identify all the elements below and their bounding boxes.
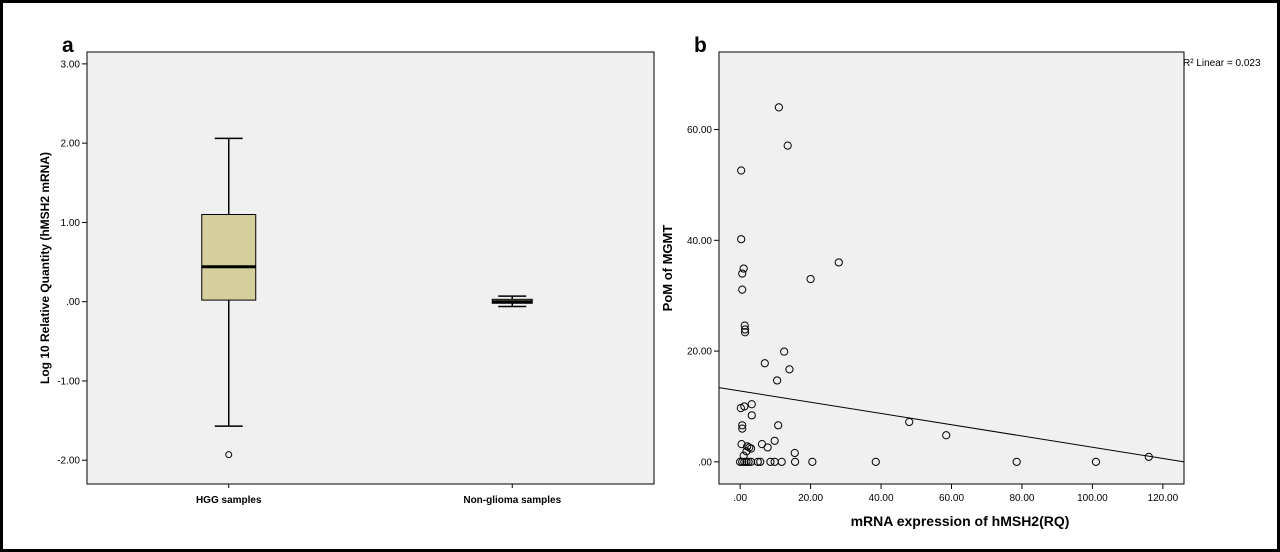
scatter-point [747,400,756,409]
panel-a-letter: a [62,34,74,57]
panel-b-fit-line [718,387,1185,463]
box-body [201,213,257,301]
scatter-point [774,103,783,112]
panel-a: 3.00 2.00 1.00 .00 -1.00 -2.00 HGG samples Non… [38,51,655,506]
y-tick-label: .00 [698,457,712,468]
scatter-point [808,457,817,466]
scatter-point [760,359,769,368]
panel-b-y-axis-label: PoM of MGMT [660,225,675,312]
scatter-point [746,457,756,466]
panel-b-x-axis: .00 20.00 40.00 60.00 80.00 100.00 120.00 [733,484,1179,504]
x-tick-label: Non-glioma samples [463,495,561,506]
box-1 [201,137,257,459]
scatter-point [783,141,792,150]
scatter-point [742,447,751,456]
scatter-point [790,448,799,458]
scatter-point [770,436,779,445]
scatter-point [942,431,951,440]
scatter-point [1012,457,1021,466]
y-tick-label: 20.00 [687,347,712,358]
scatter-point [740,328,750,337]
panel-b-r2-annotation: R² Linear = 0.023 [1183,58,1261,69]
scatter-point [738,421,747,430]
scatter-point [785,365,794,374]
scatter-point [763,443,772,452]
panel-b-plot-area [718,51,1185,485]
x-tick-label: 20.00 [798,493,823,504]
y-tick-label: 1.00 [61,218,81,229]
scatter-point [756,457,765,466]
panel-b-points [736,103,1153,466]
panel-a-y-axis: 3.00 2.00 1.00 .00 -1.00 -2.00 [57,59,87,467]
scatter-point [766,457,775,466]
scatter-point [738,285,747,294]
y-tick-label: .00 [66,297,80,308]
scatter-point [737,440,746,449]
scatter-point [740,321,749,330]
scatter-point [790,457,800,466]
scatter-point [744,457,753,466]
y-tick-label: 2.00 [61,139,81,150]
scatter-point [740,457,749,466]
y-tick-label: -2.00 [57,456,80,467]
scatter-point [736,457,745,466]
panel-b-y-axis: .00 20.00 40.00 60.00 [687,125,719,468]
scatter-point [738,457,747,466]
scatter-point [777,457,786,466]
panel-a-y-axis-label: Log 10 Relative Quantity (hMSH2 mRNA) [38,152,52,384]
x-tick-label: 60.00 [939,493,964,504]
x-tick-label: .00 [733,493,747,504]
y-tick-label: 3.00 [61,59,81,70]
panel-b-x-axis-label: mRNA expression of hMSH2(RQ) [851,513,1070,529]
scatter-point [740,325,750,334]
scatter-point [746,444,756,453]
scatter-point [773,376,782,385]
scatter-point [738,269,747,278]
panel-a-boxes [201,137,533,459]
scatter-point [743,442,752,451]
x-tick-label: 80.00 [1009,493,1034,504]
panel-b: .00 20.00 40.00 60.00 .00 20.00 40.00 60.00 80.… [660,51,1261,529]
x-tick-label: 40.00 [869,493,894,504]
scatter-point [737,235,746,244]
panel-a-plot-area [86,51,655,485]
y-tick-label: 60.00 [687,125,712,136]
x-tick-label: 120.00 [1148,493,1179,504]
scatter-point [774,421,783,430]
scatter-point [871,457,880,466]
scatter-point [742,457,751,466]
panel-b-letter: b [694,34,707,57]
scatter-point [1091,457,1101,466]
y-tick-label: 40.00 [687,236,712,247]
outlier-point [225,451,233,459]
regression-line [718,387,1185,463]
y-tick-label: -1.00 [57,376,80,387]
panel-a-x-axis: HGG samples Non-glioma samples [196,484,562,506]
scatter-point [738,424,747,433]
scatter-point [753,457,762,466]
scatter-point [736,404,745,413]
x-tick-label: HGG samples [196,495,262,506]
scatter-point [747,411,756,420]
scatter-point [834,258,843,267]
scatter-point [780,347,789,356]
box-2 [491,295,533,308]
scatter-point [1144,452,1153,461]
scatter-point [737,166,746,175]
scatter-point [739,264,748,273]
scatter-point [905,417,914,427]
x-tick-label: 100.00 [1077,493,1108,504]
scatter-point [806,274,815,284]
